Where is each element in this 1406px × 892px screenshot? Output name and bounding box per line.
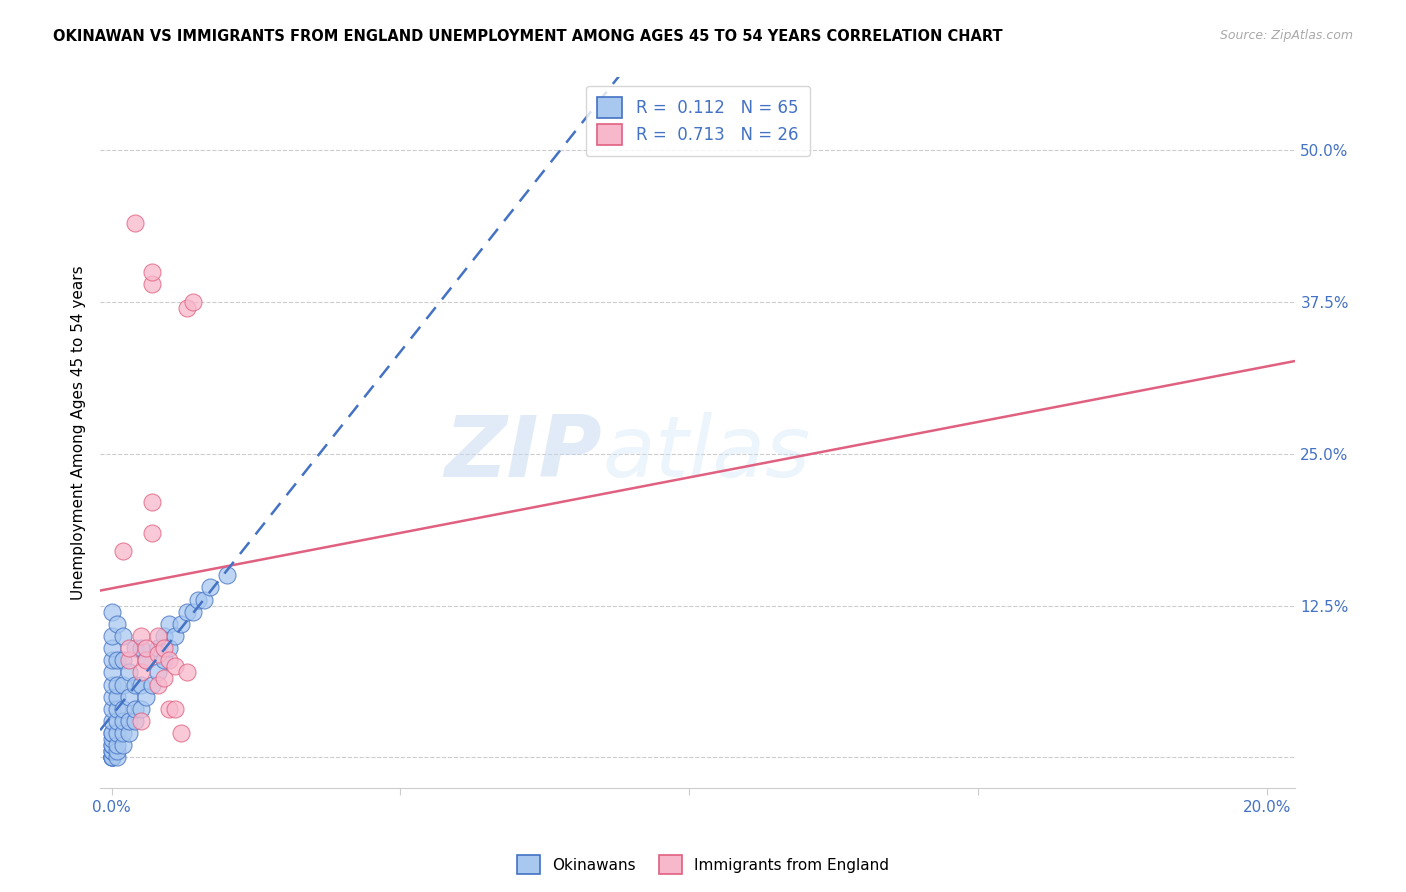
- Point: [112, 677, 135, 691]
- Point: [112, 738, 135, 752]
- Point: [152, 641, 174, 656]
- Point: [141, 277, 163, 291]
- Point: [118, 641, 141, 656]
- Point: [141, 265, 163, 279]
- Point: [141, 525, 163, 540]
- Point: [187, 592, 209, 607]
- Text: ZIP: ZIP: [444, 412, 602, 495]
- Point: [146, 665, 169, 680]
- Point: [165, 629, 187, 643]
- Text: Source: ZipAtlas.com: Source: ZipAtlas.com: [1219, 29, 1353, 42]
- Point: [129, 677, 152, 691]
- Point: [100, 714, 122, 728]
- Point: [124, 216, 146, 230]
- Legend: Okinawans, Immigrants from England: Okinawans, Immigrants from England: [510, 849, 896, 880]
- Point: [146, 641, 169, 656]
- Point: [165, 702, 187, 716]
- Point: [100, 726, 122, 740]
- Point: [100, 750, 122, 764]
- Point: [135, 641, 157, 656]
- Point: [181, 605, 204, 619]
- Point: [107, 616, 129, 631]
- Point: [107, 750, 129, 764]
- Point: [112, 714, 135, 728]
- Point: [135, 690, 157, 704]
- Point: [100, 653, 122, 667]
- Point: [129, 629, 152, 643]
- Point: [100, 629, 122, 643]
- Point: [100, 750, 122, 764]
- Point: [100, 738, 122, 752]
- Point: [112, 726, 135, 740]
- Point: [135, 653, 157, 667]
- Point: [118, 726, 141, 740]
- Point: [129, 665, 152, 680]
- Point: [100, 677, 122, 691]
- Point: [124, 714, 146, 728]
- Point: [107, 714, 129, 728]
- Point: [100, 702, 122, 716]
- Point: [100, 641, 122, 656]
- Point: [107, 726, 129, 740]
- Point: [118, 714, 141, 728]
- Point: [141, 495, 163, 509]
- Point: [100, 750, 122, 764]
- Point: [170, 726, 193, 740]
- Point: [176, 665, 198, 680]
- Point: [112, 544, 135, 558]
- Point: [159, 641, 181, 656]
- Point: [176, 301, 198, 315]
- Point: [152, 629, 174, 643]
- Point: [107, 677, 129, 691]
- Point: [107, 744, 129, 758]
- Point: [107, 690, 129, 704]
- Point: [100, 726, 122, 740]
- Point: [100, 744, 122, 758]
- Point: [100, 605, 122, 619]
- Point: [118, 690, 141, 704]
- Point: [112, 629, 135, 643]
- Point: [129, 714, 152, 728]
- Point: [152, 672, 174, 686]
- Point: [124, 641, 146, 656]
- Point: [159, 702, 181, 716]
- Point: [100, 690, 122, 704]
- Point: [100, 750, 122, 764]
- Point: [100, 738, 122, 752]
- Point: [176, 605, 198, 619]
- Point: [129, 641, 152, 656]
- Point: [124, 677, 146, 691]
- Point: [112, 702, 135, 716]
- Point: [217, 568, 239, 582]
- Point: [129, 702, 152, 716]
- Point: [107, 702, 129, 716]
- Point: [107, 653, 129, 667]
- Y-axis label: Unemployment Among Ages 45 to 54 years: Unemployment Among Ages 45 to 54 years: [72, 265, 86, 600]
- Point: [118, 665, 141, 680]
- Point: [100, 665, 122, 680]
- Point: [152, 653, 174, 667]
- Point: [181, 295, 204, 310]
- Point: [165, 659, 187, 673]
- Point: [141, 677, 163, 691]
- Point: [135, 653, 157, 667]
- Point: [100, 732, 122, 747]
- Point: [170, 616, 193, 631]
- Point: [193, 592, 215, 607]
- Point: [112, 653, 135, 667]
- Text: OKINAWAN VS IMMIGRANTS FROM ENGLAND UNEMPLOYMENT AMONG AGES 45 TO 54 YEARS CORRE: OKINAWAN VS IMMIGRANTS FROM ENGLAND UNEM…: [53, 29, 1002, 44]
- Point: [159, 616, 181, 631]
- Point: [118, 653, 141, 667]
- Point: [146, 647, 169, 661]
- Point: [100, 744, 122, 758]
- Point: [107, 738, 129, 752]
- Text: atlas: atlas: [602, 412, 810, 495]
- Point: [198, 581, 221, 595]
- Legend: R =  0.112   N = 65, R =  0.713   N = 26: R = 0.112 N = 65, R = 0.713 N = 26: [586, 86, 810, 156]
- Point: [146, 677, 169, 691]
- Point: [146, 629, 169, 643]
- Point: [159, 653, 181, 667]
- Point: [124, 702, 146, 716]
